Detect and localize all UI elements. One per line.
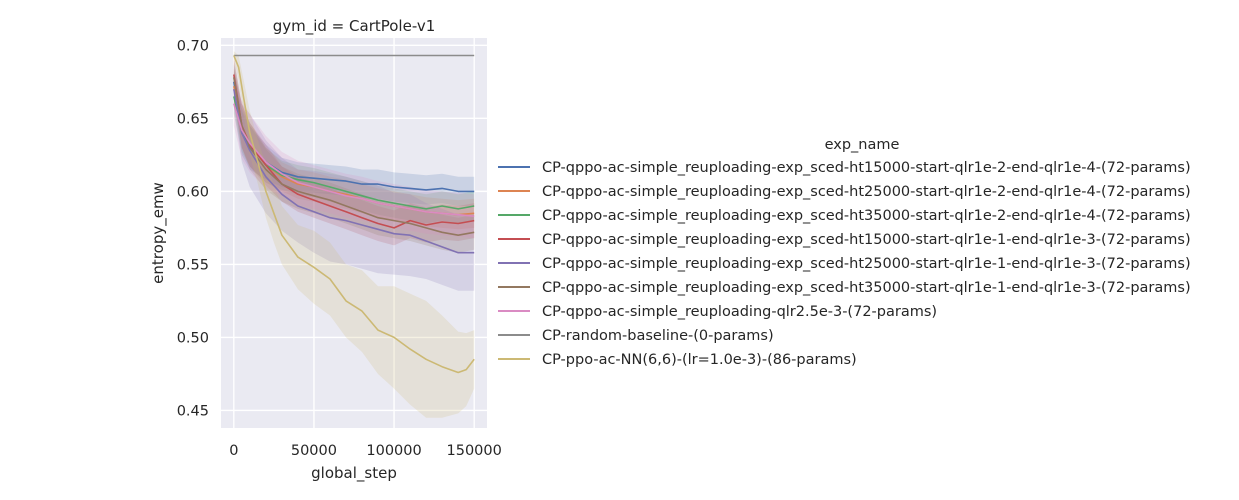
legend-item-label: CP-qppo-ac-simple_reuploading-exp_sced-h… (542, 208, 1191, 224)
legend-item-label: CP-qppo-ac-simple_reuploading-qlr2.5e-3-… (542, 304, 937, 320)
y-tick-label: 0.45 (177, 403, 209, 419)
chart-title: gym_id = CartPole-v1 (273, 17, 436, 36)
x-tick-label: 100000 (366, 443, 421, 459)
y-tick-label: 0.55 (177, 257, 209, 273)
series-band (233, 51, 475, 418)
legend-item-label: CP-random-baseline-(0-params) (542, 328, 774, 344)
legend-item-label: CP-qppo-ac-simple_reuploading-exp_sced-h… (542, 256, 1191, 272)
legend-item-label: CP-qppo-ac-simple_reuploading-exp_sced-h… (542, 232, 1191, 248)
legend-item-label: CP-ppo-ac-NN(6,6)-(lr=1.0e-3)-(86-params… (542, 352, 857, 368)
series-band (233, 64, 475, 206)
series-line (233, 103, 475, 217)
x-tick-label: 0 (229, 443, 238, 459)
y-tick-label: 0.70 (177, 38, 209, 54)
legend-item-label: CP-qppo-ac-simple_reuploading-exp_sced-h… (542, 280, 1191, 296)
series-band (233, 59, 475, 253)
y-tick-label: 0.65 (177, 111, 209, 127)
series-band (233, 57, 475, 246)
legend-item-label: CP-qppo-ac-simple_reuploading-exp_sced-h… (542, 160, 1191, 176)
series-band (233, 78, 475, 224)
legend-item-label: CP-qppo-ac-simple_reuploading-exp_sced-h… (542, 184, 1191, 200)
y-axis-label: entropy_emw (149, 182, 168, 284)
y-tick-label: 0.50 (177, 330, 209, 346)
legend-title: exp_name (825, 137, 900, 153)
series-line (233, 55, 475, 374)
x-tick-label: 50000 (291, 443, 337, 459)
x-tick-labels: 0 50000 100000 150000 (229, 443, 502, 459)
y-tick-labels: 0.45 0.50 0.55 0.60 0.65 0.70 (177, 38, 209, 419)
legend: exp_name CP-qppo-ac-simple_reuploading-e… (498, 137, 1191, 368)
x-axis-label: global_step (311, 464, 397, 483)
series-lines (233, 54, 475, 374)
x-tick-label: 150000 (447, 443, 502, 459)
series-band (233, 81, 475, 239)
series-line (233, 88, 475, 254)
y-tick-label: 0.60 (177, 184, 209, 200)
series-line (233, 77, 475, 236)
series-line (233, 74, 475, 229)
